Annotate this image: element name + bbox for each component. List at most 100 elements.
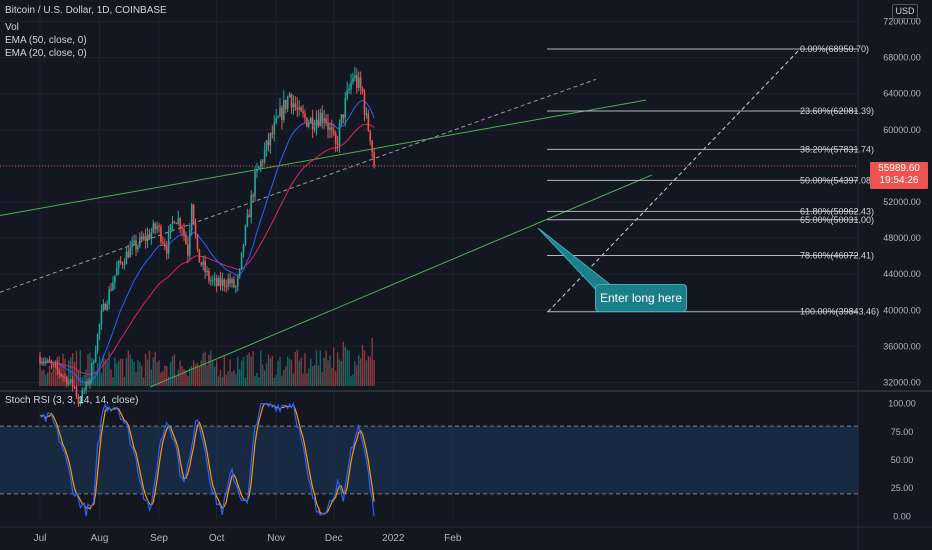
- volume-bar: [83, 375, 85, 386]
- volume-bar: [252, 351, 254, 386]
- volume-bar: [292, 373, 295, 386]
- candle-body: [188, 230, 191, 256]
- candle-body: [127, 251, 130, 258]
- candle-body: [52, 364, 55, 366]
- price-axis-label: 48000.00: [883, 233, 921, 243]
- candle-body: [354, 75, 356, 79]
- volume-bar: [190, 365, 193, 386]
- candle-body: [146, 234, 149, 241]
- candle-body: [173, 221, 176, 223]
- ema20-line: [39, 99, 375, 384]
- volume-bar: [300, 357, 302, 386]
- candle-body: [286, 97, 289, 109]
- fib-level-label: 0.00%(68950.70): [800, 44, 869, 54]
- price-axis-label: 44000.00: [883, 269, 921, 279]
- candle-body: [304, 113, 306, 118]
- volume-bar: [296, 350, 298, 386]
- volume-bar: [164, 365, 166, 386]
- candle-body: [206, 270, 208, 273]
- ema50-legend: EMA (50, close, 0): [5, 35, 87, 46]
- volume-bar: [267, 354, 270, 386]
- volume-bar: [62, 353, 64, 386]
- candle-body: [150, 232, 153, 239]
- candle-body: [244, 225, 247, 245]
- volume-bar: [269, 358, 272, 386]
- volume-bar: [231, 371, 233, 386]
- candle-body: [288, 94, 291, 98]
- price-axis-label: 52000.00: [883, 197, 921, 207]
- volume-bar: [229, 359, 231, 386]
- candle-body: [329, 127, 331, 130]
- candle-body: [331, 127, 333, 131]
- volume-bar: [154, 351, 156, 386]
- volume-bar: [160, 372, 162, 386]
- candle-body: [117, 261, 120, 268]
- candle-body: [91, 363, 93, 380]
- volume-bar: [217, 376, 220, 386]
- candle-body: [100, 310, 103, 325]
- candle-body: [231, 279, 233, 284]
- volume-bar: [87, 354, 89, 386]
- candle-body: [311, 118, 314, 130]
- volume-bar: [262, 364, 264, 386]
- candle-body: [66, 377, 68, 385]
- candle-body: [294, 103, 297, 108]
- candle-body: [62, 376, 64, 378]
- candle-body: [221, 279, 224, 286]
- candle-body: [202, 261, 204, 265]
- candle-body: [46, 359, 49, 362]
- candle-body: [292, 103, 295, 108]
- candle-body: [58, 369, 60, 374]
- volume-bar: [208, 354, 210, 386]
- volume-bar: [288, 359, 291, 386]
- candle-body: [64, 376, 66, 378]
- lower-trend-line: [149, 174, 653, 388]
- volume-bar: [311, 366, 314, 386]
- volume-bar: [240, 360, 243, 386]
- price-axis-label: 36000.00: [883, 341, 921, 351]
- price-axis-label: 64000.00: [883, 89, 921, 99]
- candle-body: [110, 289, 112, 291]
- candle-body: [346, 89, 348, 99]
- candle-body: [371, 140, 373, 153]
- candle-body: [321, 112, 324, 121]
- volume-bar: [302, 373, 304, 386]
- volume-bar: [187, 375, 189, 386]
- candle-body: [332, 130, 335, 134]
- volume-bar: [77, 369, 80, 386]
- volume-bar: [100, 372, 103, 386]
- volume-bar: [179, 360, 181, 386]
- candle-body: [179, 218, 181, 229]
- candle-body: [144, 236, 147, 241]
- volume-bar: [283, 369, 285, 386]
- volume-bar: [298, 360, 300, 386]
- candle-body: [190, 204, 193, 231]
- candle-body: [158, 226, 160, 228]
- candle-body: [338, 123, 341, 146]
- stoch-d-line: [39, 403, 375, 515]
- candle-body: [336, 143, 339, 146]
- volume-bar: [331, 367, 333, 386]
- volume-bar: [233, 370, 235, 386]
- candle-body: [60, 373, 62, 377]
- candle-body: [112, 282, 114, 291]
- volume-bar: [338, 359, 341, 386]
- candle-body: [315, 119, 318, 128]
- candle-body: [279, 107, 281, 117]
- candle-body: [213, 278, 216, 280]
- candle-body: [152, 223, 155, 233]
- candle-body: [108, 289, 110, 305]
- volume-bar: [273, 377, 275, 386]
- volume-bar: [50, 372, 53, 386]
- candle-body: [192, 204, 195, 223]
- candle-body: [181, 228, 183, 230]
- candle-body: [261, 161, 264, 163]
- volume-bar: [212, 359, 214, 386]
- volume-bar: [344, 346, 346, 386]
- currency-button[interactable]: USD: [892, 4, 918, 19]
- candle-body: [71, 379, 74, 387]
- volume-bar: [123, 376, 126, 386]
- candle-body: [116, 267, 118, 276]
- candle-body: [106, 304, 108, 310]
